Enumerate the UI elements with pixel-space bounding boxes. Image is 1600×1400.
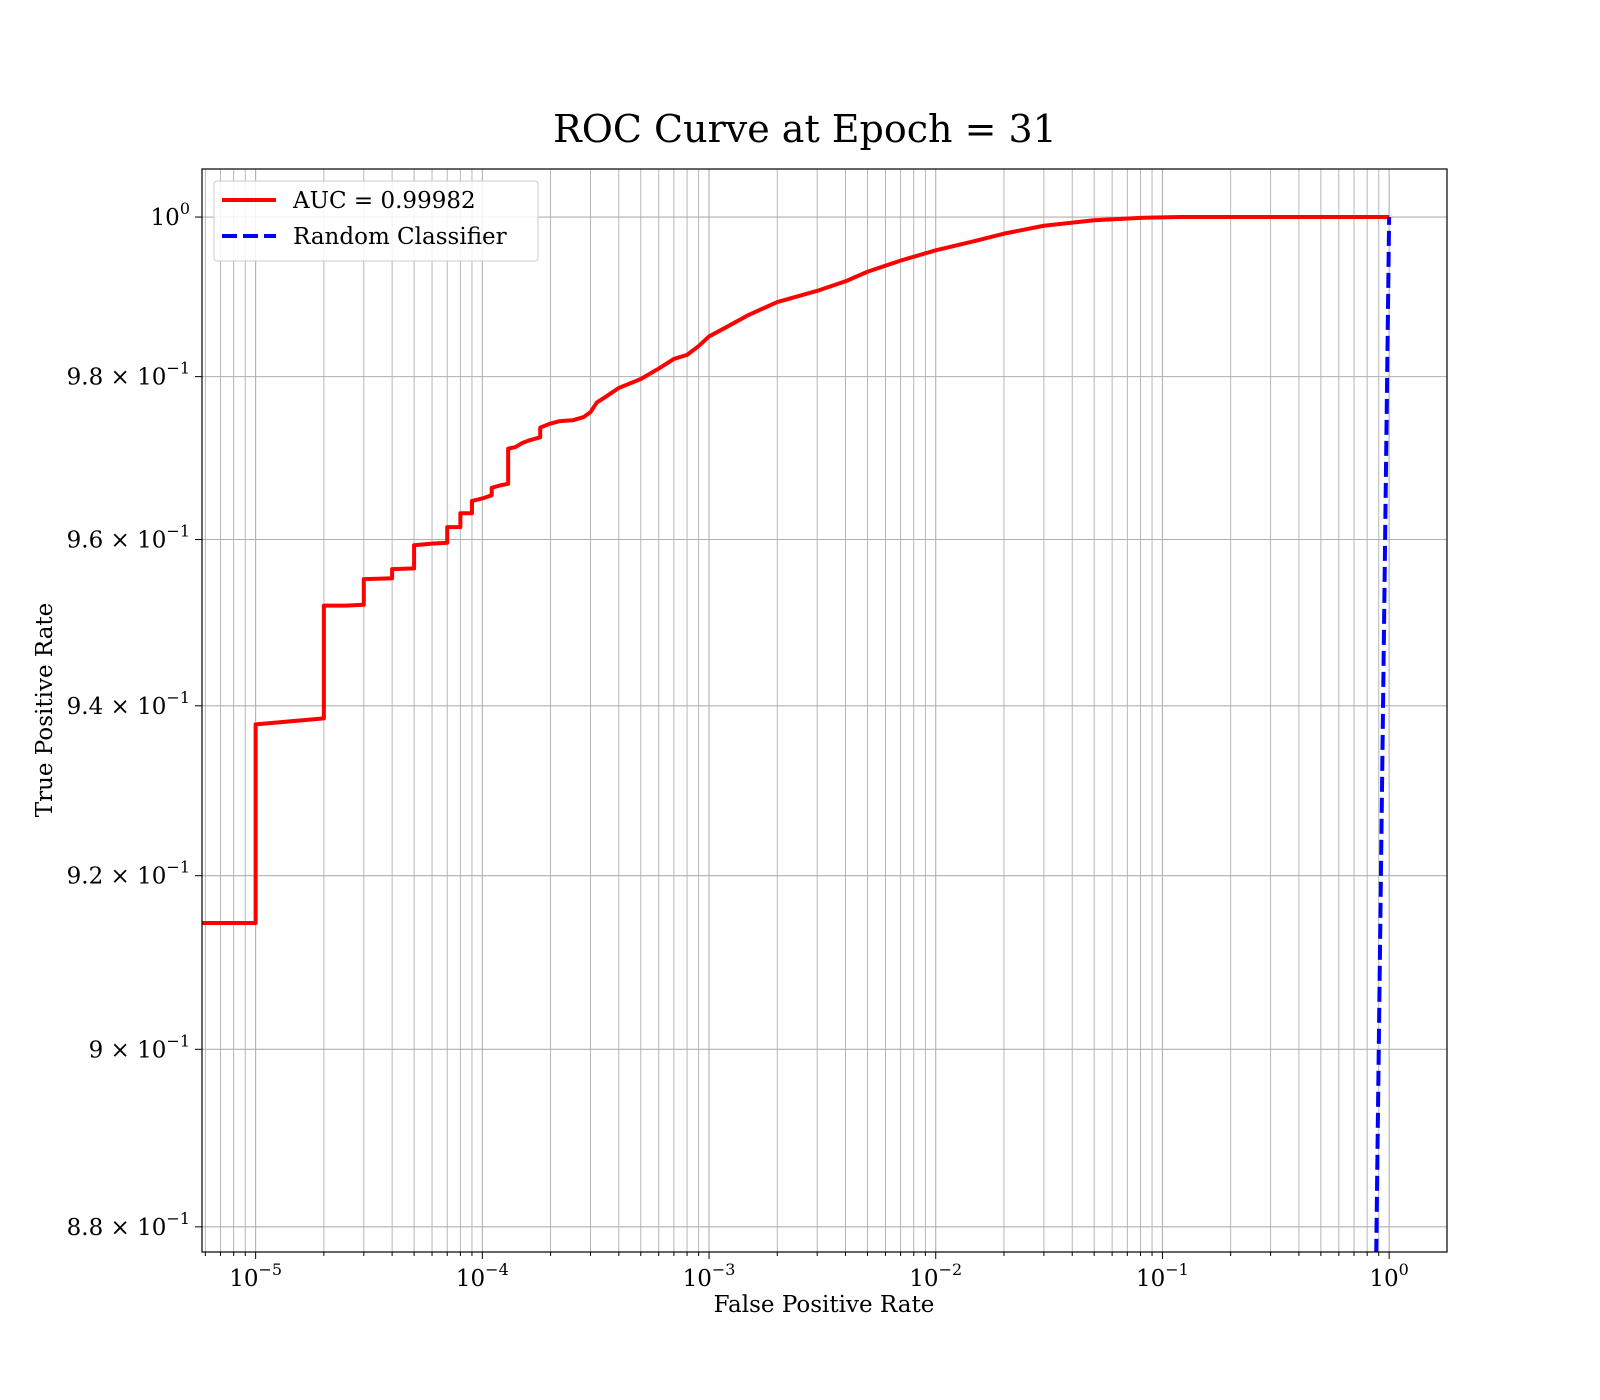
- x-tick-label: 10−1: [1136, 1260, 1189, 1292]
- y-tick-label: 9.2 × 10−1: [67, 858, 190, 890]
- roc-curve-line: [202, 215, 1390, 926]
- x-tick-label: 10−4: [456, 1260, 509, 1292]
- y-tick-label: 9.4 × 10−1: [67, 688, 190, 720]
- y-tick-label: 8.8 × 10−1: [67, 1209, 190, 1241]
- x-tick-label: 10−2: [909, 1260, 962, 1292]
- y-tick-label: 9.6 × 10−1: [67, 522, 190, 554]
- series-layer: [202, 215, 1392, 1252]
- x-tick-label: 10−5: [229, 1260, 282, 1292]
- grid: [202, 169, 1447, 1252]
- random-classifier-line: [1374, 217, 1392, 1252]
- x-axis: 10−5 10−4 10−3 10−2 10−1 100: [204, 1252, 1409, 1292]
- y-axis: 100 9.8 × 10−1 9.6 × 10−1 9.4 × 10−1 9.2 × 1…: [67, 199, 202, 1241]
- y-axis-label: True Positive Rate: [32, 603, 58, 818]
- legend-entry-random: Random Classifier: [293, 224, 507, 250]
- chart-title: ROC Curve at Epoch = 31: [553, 107, 1057, 151]
- y-tick-label: 9.8 × 10−1: [67, 359, 190, 391]
- x-tick-label: 10−3: [683, 1260, 736, 1292]
- x-axis-label: False Positive Rate: [714, 1292, 935, 1318]
- legend-box: [213, 180, 539, 262]
- y-tick-label: 100: [151, 199, 190, 231]
- legend-entry-auc: AUC = 0.99982: [292, 188, 476, 214]
- y-tick-label: 9 × 10−1: [89, 1031, 190, 1063]
- x-tick-label: 100: [1369, 1260, 1408, 1292]
- plot-frame: [201, 168, 1448, 1253]
- legend: AUC = 0.99982 Random Classifier: [213, 180, 539, 262]
